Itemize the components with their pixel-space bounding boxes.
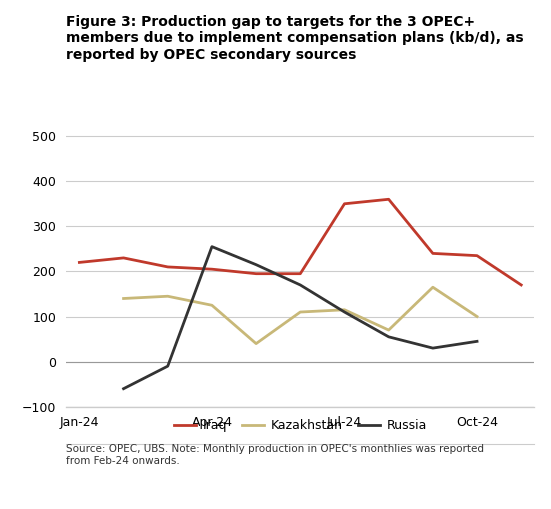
Legend: Iraq, Kazakhstan, Russia: Iraq, Kazakhstan, Russia: [169, 414, 432, 437]
Text: Figure 3: Production gap to targets for the 3 OPEC+
members due to implement com: Figure 3: Production gap to targets for …: [66, 15, 524, 62]
Text: Source: OPEC, UBS. Note: Monthly production in OPEC's monthlies was reported
fro: Source: OPEC, UBS. Note: Monthly product…: [66, 444, 484, 466]
